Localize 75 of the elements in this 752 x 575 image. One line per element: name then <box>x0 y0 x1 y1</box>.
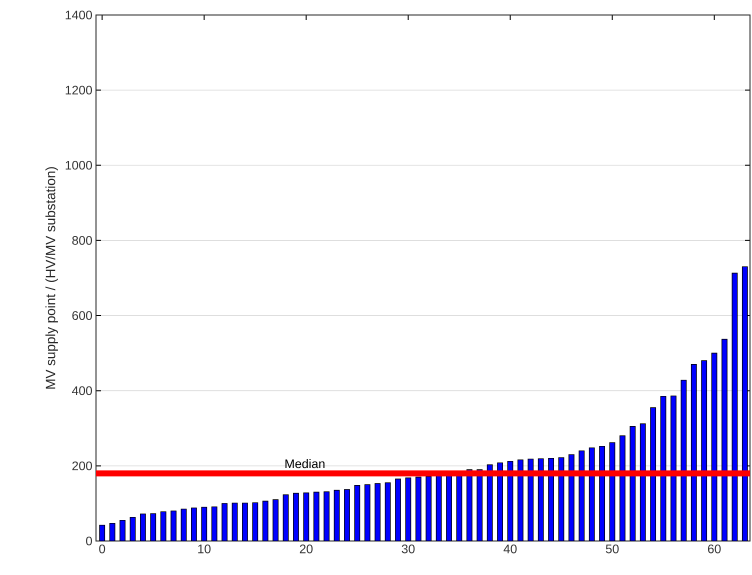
bar <box>109 522 116 541</box>
x-tick-label: 50 <box>606 544 619 554</box>
bar <box>150 513 156 541</box>
y-tick-label: 0 <box>86 536 92 546</box>
bar <box>405 478 412 541</box>
bar <box>517 459 524 541</box>
bar <box>599 446 606 541</box>
bar <box>620 435 626 541</box>
y-tick-label: 800 <box>72 236 92 245</box>
bar <box>170 510 176 541</box>
bar <box>446 474 452 541</box>
x-tick-label: 20 <box>300 544 313 554</box>
bar <box>303 492 310 541</box>
bar <box>722 338 728 541</box>
y-tick-label: 400 <box>72 386 92 396</box>
bar <box>232 502 238 541</box>
bar <box>374 483 381 541</box>
bar <box>160 511 166 541</box>
bar <box>354 485 360 541</box>
bar <box>548 458 554 541</box>
bar <box>680 380 687 541</box>
bar <box>211 506 218 541</box>
y-tick-label: 200 <box>72 461 92 470</box>
bar <box>395 478 401 541</box>
ref-line-label: Median <box>285 459 324 468</box>
bar <box>538 458 544 541</box>
bar <box>384 482 391 541</box>
y-tick-label: 1200 <box>66 86 92 95</box>
bar <box>436 474 442 541</box>
bar <box>252 502 258 541</box>
bar <box>99 524 106 541</box>
bar <box>282 494 289 541</box>
bar <box>732 272 738 541</box>
bar <box>568 454 574 541</box>
x-tick-label: 60 <box>708 544 721 554</box>
bar <box>476 469 483 541</box>
bar <box>578 450 585 541</box>
bar <box>191 508 197 541</box>
bar <box>426 476 432 541</box>
bar <box>222 503 228 541</box>
bar <box>313 492 320 541</box>
bar <box>497 462 503 541</box>
y-tick-label: 1400 <box>66 10 92 20</box>
bar <box>528 458 534 541</box>
x-tick-label: 0 <box>99 544 106 554</box>
bar <box>640 423 646 541</box>
bar <box>466 469 472 541</box>
bar <box>364 484 370 541</box>
bar <box>324 491 330 541</box>
bar <box>486 464 493 541</box>
bar <box>130 516 136 541</box>
bar <box>711 352 718 541</box>
bar <box>180 508 187 541</box>
x-tick-label: 10 <box>198 544 211 554</box>
y-axis-title: MV supply point / (HV/MV substation) <box>45 167 58 389</box>
bar <box>630 426 636 541</box>
bar <box>242 502 248 541</box>
bar <box>201 506 208 541</box>
y-tick-label: 1000 <box>66 160 92 170</box>
y-tick-label: 600 <box>72 311 92 320</box>
bar <box>272 499 279 541</box>
bar <box>415 476 422 541</box>
bar <box>334 490 340 541</box>
bar <box>344 489 350 541</box>
bar <box>588 447 595 541</box>
bar <box>690 364 697 541</box>
bar <box>262 500 268 541</box>
bar <box>140 514 146 541</box>
bar <box>293 492 299 541</box>
bar <box>120 520 126 541</box>
bar <box>650 407 656 541</box>
x-tick-label: 40 <box>504 544 517 554</box>
x-tick-label: 30 <box>402 544 415 554</box>
bar <box>701 360 708 541</box>
bar <box>670 396 676 541</box>
